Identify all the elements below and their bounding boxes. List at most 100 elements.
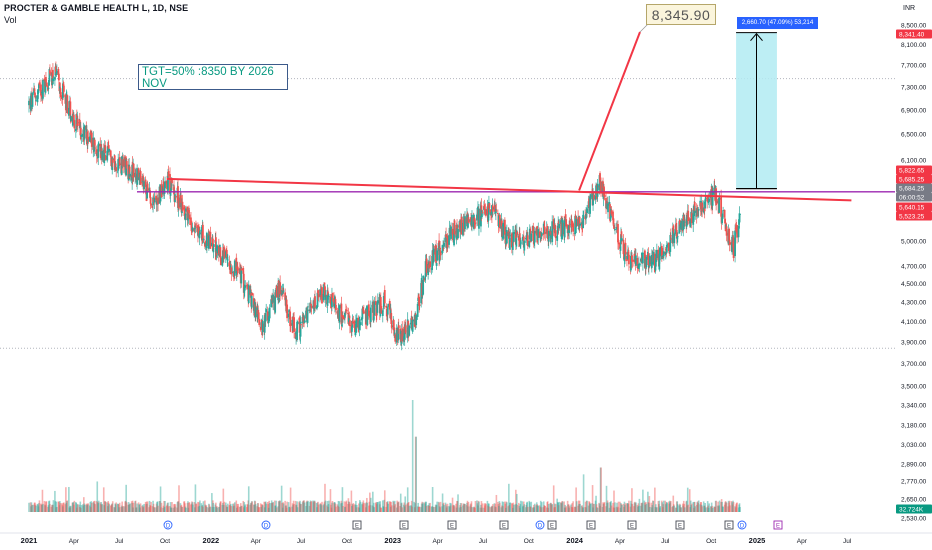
volume-bar: [734, 507, 737, 512]
candle-body: [382, 308, 385, 310]
volume-bar: [261, 505, 264, 512]
price-badge: 5,640.15: [896, 202, 932, 212]
volume-bar: [358, 503, 360, 512]
candle-body: [406, 319, 409, 338]
measure-label[interactable]: 2,660.70 (47.09%) 53,214: [737, 17, 818, 29]
volume-bar: [622, 503, 625, 512]
dividend-marker-icon[interactable]: D: [163, 520, 173, 530]
earnings-marker-icon[interactable]: E: [627, 520, 637, 530]
volume-bar: [543, 505, 546, 512]
volume-bar: [567, 504, 569, 512]
volume-bar: [498, 506, 500, 512]
volume-bar: [669, 501, 672, 512]
volume-bar: [233, 505, 236, 512]
candle-body: [285, 299, 288, 307]
candle-body: [543, 226, 546, 228]
candle-body: [368, 314, 371, 318]
candle-body: [393, 327, 396, 336]
volume-bar: [634, 501, 636, 512]
volume-bar: [459, 505, 461, 512]
candle-body: [170, 181, 173, 191]
candle-body: [355, 317, 358, 328]
volume-bar: [361, 502, 364, 512]
price-tick-label: 7,300.00: [901, 84, 927, 91]
volume-bar: [85, 503, 88, 512]
volume-bar: [372, 506, 375, 512]
volume-bar: [40, 503, 42, 512]
candle-body: [546, 233, 549, 234]
volume-bar: [359, 500, 361, 512]
candle-body: [579, 223, 582, 226]
candle-body: [564, 214, 567, 219]
candle-body: [542, 234, 545, 235]
volume-bar: [679, 504, 682, 512]
candle-body: [366, 306, 369, 326]
candle-body: [303, 317, 305, 324]
volume-bar: [245, 507, 248, 512]
candle-body: [169, 174, 171, 194]
earnings-marker-icon[interactable]: E: [675, 520, 685, 530]
target-note[interactable]: TGT=50% :8350 BY 2026 NOV: [138, 64, 288, 90]
volume-bar: [41, 489, 44, 512]
earnings-marker-icon[interactable]: E: [499, 520, 509, 530]
dividend-marker-icon[interactable]: D: [261, 520, 271, 530]
candle-body: [48, 69, 51, 82]
candle-body: [713, 185, 716, 187]
candle-body: [626, 252, 629, 259]
volume-bar: [341, 487, 344, 512]
price-badge: 5,684.25: [896, 183, 932, 193]
volume-bar: [547, 503, 550, 512]
candle-body: [494, 205, 496, 212]
candle-body: [487, 205, 489, 222]
volume-bar: [578, 504, 580, 512]
volume-bar: [134, 501, 136, 512]
volume-bar: [662, 504, 665, 512]
candle-body: [235, 257, 238, 274]
earnings-marker-icon[interactable]: E: [547, 520, 557, 530]
volume-bar: [170, 507, 172, 512]
price-badge-label: 06:00:52: [899, 195, 925, 202]
dividend-marker-icon[interactable]: D: [737, 520, 747, 530]
candle-body: [277, 280, 280, 297]
volume-bar: [334, 503, 337, 512]
volume-bar: [467, 502, 470, 512]
candle-body: [422, 275, 425, 295]
candle-body: [540, 232, 543, 237]
earnings-marker-icon[interactable]: E: [447, 520, 457, 530]
candle-body: [550, 231, 553, 235]
earnings-marker-icon[interactable]: E: [773, 520, 783, 530]
earnings-marker-icon[interactable]: E: [352, 520, 362, 530]
earnings-marker-icon[interactable]: E: [399, 520, 409, 530]
volume-bar: [437, 501, 440, 512]
earnings-marker-icon[interactable]: E: [586, 520, 596, 530]
volume-bar: [242, 507, 245, 512]
candle-body: [324, 295, 327, 300]
volume-bar: [629, 506, 632, 512]
candle-body: [556, 225, 559, 234]
volume-bar: [635, 502, 637, 512]
candle-body: [336, 311, 339, 314]
volume-bar: [488, 503, 490, 512]
price-callout[interactable]: 8,345.90: [646, 4, 716, 25]
volume-bar: [266, 501, 269, 512]
volume-bar: [450, 503, 452, 512]
candle-body: [289, 323, 292, 327]
volume-bar: [689, 500, 692, 512]
volume-bar: [312, 500, 314, 512]
candle-body: [149, 197, 152, 204]
volume-bar: [354, 504, 357, 512]
volume-bar: [173, 504, 175, 512]
candle-body: [40, 92, 43, 98]
candle-body: [570, 219, 573, 228]
volume-bar: [279, 500, 281, 512]
volume-bar: [683, 507, 686, 512]
candle-body: [204, 242, 207, 245]
volume-bar: [226, 507, 228, 512]
candle-body: [390, 312, 393, 324]
dividend-marker-icon[interactable]: D: [535, 520, 545, 530]
volume-bar: [400, 503, 403, 512]
earnings-marker-icon[interactable]: E: [724, 520, 734, 530]
candle-body: [111, 159, 114, 163]
